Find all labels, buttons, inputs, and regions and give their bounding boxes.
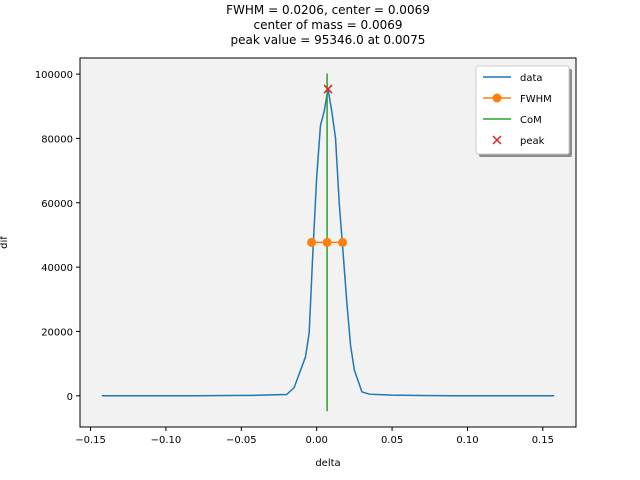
x-tick-label: 0.15 [532,435,554,446]
x-tick-label: 0.05 [381,435,403,446]
x-tick-label: 0.00 [306,435,328,446]
chart-title-line: center of mass = 0.0069 [253,18,402,32]
chart-title-line: peak value = 95346.0 at 0.0075 [231,33,426,47]
x-tick-label: 0.10 [456,435,478,446]
y-tick-label: 0 [67,392,73,403]
legend: data FWHM CoM peak [475,65,572,157]
y-tick-label: 20000 [41,327,73,338]
peak-marker [323,84,333,94]
x-axis-label: delta [315,458,340,469]
y-axis: 0 20000 40000 60000 80000 100000 [35,70,80,403]
legend-box [475,65,570,155]
chart-title-line: FWHM = 0.0206, center = 0.0069 [226,3,430,17]
y-tick-label: 80000 [41,134,73,145]
x-tick-label: −0.10 [151,435,182,446]
plot-frame [79,57,577,428]
y-tick-label: 100000 [35,70,73,81]
y-axis-label: dif [0,236,10,249]
y-tick-label: 60000 [41,199,73,210]
plot-content [101,73,555,412]
legend-entry: peak [520,136,545,147]
x-tick-label: −0.05 [226,435,257,446]
legend-entry: data [520,73,543,84]
legend-entry: CoM [520,115,542,126]
legend-entry: FWHM [520,94,552,105]
legend-swatch-marker [492,93,502,103]
series-line-data [101,88,555,397]
fwhm-point [322,237,332,247]
x-axis: −0.15 −0.10 −0.05 0.00 0.05 0.10 0.15 [75,427,554,446]
x-tick-label: −0.15 [75,435,106,446]
legend-swatch-marker [492,135,502,145]
fwhm-point [338,237,348,247]
fwhm-point [307,237,317,247]
y-tick-label: 40000 [41,263,73,274]
